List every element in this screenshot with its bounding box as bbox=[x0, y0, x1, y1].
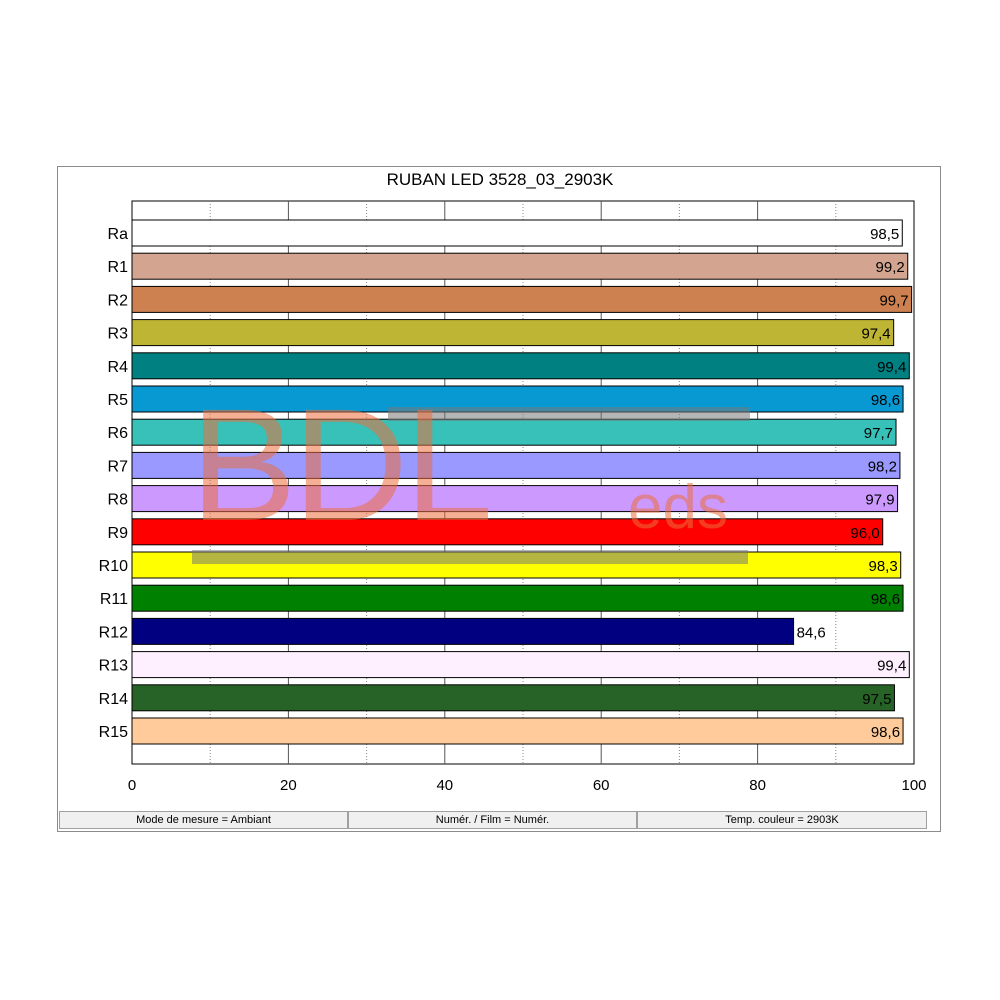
data-label: 98,6 bbox=[871, 591, 900, 608]
x-tick-label: 20 bbox=[280, 777, 297, 794]
data-label: 99,7 bbox=[879, 292, 908, 309]
data-label: 98,6 bbox=[871, 392, 900, 409]
category-label: R3 bbox=[108, 326, 129, 343]
bar-r5 bbox=[131, 385, 904, 413]
bar-r2 bbox=[131, 285, 913, 313]
bar-r12 bbox=[131, 617, 795, 645]
x-tick-label: 60 bbox=[593, 777, 610, 794]
x-tick-label: 80 bbox=[749, 777, 766, 794]
bar-r15 bbox=[131, 717, 904, 745]
status-bar: Mode de mesure = Ambiant Numér. / Film =… bbox=[59, 811, 927, 829]
x-tick-label: 100 bbox=[901, 777, 926, 794]
data-label: 97,5 bbox=[862, 691, 891, 708]
category-label: R11 bbox=[100, 591, 128, 608]
data-label: 99,4 bbox=[877, 658, 906, 675]
category-label: R12 bbox=[99, 624, 128, 641]
bar-r13 bbox=[131, 651, 910, 679]
x-tick-label: 0 bbox=[128, 777, 136, 794]
data-label: 99,4 bbox=[877, 359, 906, 376]
data-label: 98,3 bbox=[869, 558, 898, 575]
bar-r3 bbox=[131, 319, 895, 347]
data-label: 97,7 bbox=[864, 425, 893, 442]
data-label: 98,2 bbox=[868, 458, 897, 475]
bar-r8 bbox=[131, 485, 899, 513]
status-color-temp: Temp. couleur = 2903K bbox=[637, 811, 927, 829]
category-label: R9 bbox=[108, 525, 129, 542]
data-label: 99,2 bbox=[876, 259, 905, 276]
data-label: 84,6 bbox=[797, 624, 826, 641]
bar-r10 bbox=[131, 551, 902, 579]
category-label: R1 bbox=[108, 259, 129, 276]
bar-r4 bbox=[131, 352, 910, 380]
bar-r9 bbox=[131, 518, 884, 546]
category-label: Ra bbox=[108, 226, 129, 243]
status-film-mode: Numér. / Film = Numér. bbox=[348, 811, 637, 829]
category-label: R10 bbox=[99, 558, 128, 575]
bar-r7 bbox=[131, 451, 901, 479]
bar-r6 bbox=[131, 418, 897, 446]
category-label: R6 bbox=[108, 425, 129, 442]
category-label: R5 bbox=[108, 392, 129, 409]
data-label: 98,6 bbox=[871, 724, 900, 741]
data-label: 96,0 bbox=[851, 525, 880, 542]
chart-title: RUBAN LED 3528_03_2903K bbox=[386, 170, 614, 189]
data-label: 98,5 bbox=[870, 226, 899, 243]
status-measure-mode: Mode de mesure = Ambiant bbox=[59, 811, 348, 829]
category-label: R14 bbox=[99, 691, 128, 708]
x-tick-label: 40 bbox=[436, 777, 453, 794]
category-label: R2 bbox=[108, 292, 129, 309]
bar-ra bbox=[131, 219, 903, 247]
data-label: 97,9 bbox=[865, 492, 894, 509]
category-label: R4 bbox=[108, 359, 129, 376]
category-label: R8 bbox=[108, 492, 129, 509]
category-label: R7 bbox=[108, 458, 129, 475]
bar-r14 bbox=[131, 684, 895, 712]
bar-r11 bbox=[131, 584, 904, 612]
category-label: R13 bbox=[99, 658, 128, 675]
data-label: 97,4 bbox=[861, 326, 890, 343]
bar-r1 bbox=[131, 252, 909, 280]
category-label: R15 bbox=[99, 724, 128, 741]
